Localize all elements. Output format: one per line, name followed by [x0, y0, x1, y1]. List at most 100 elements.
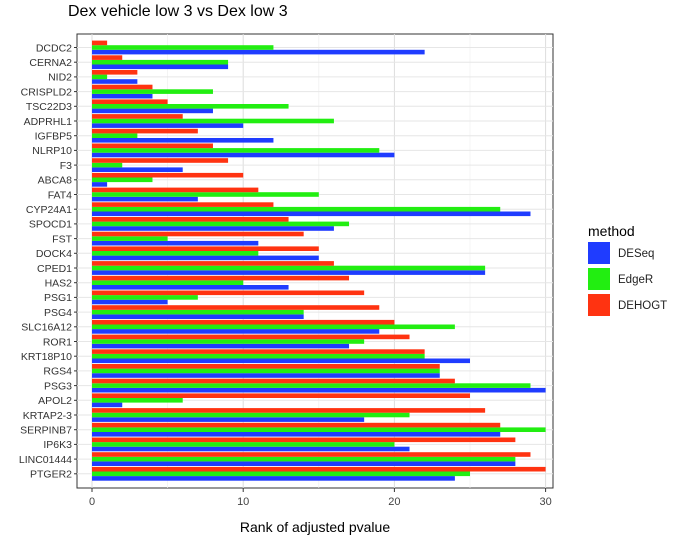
bar-dehogt-psg4	[92, 305, 380, 310]
bar-edger-tsc22d3	[92, 104, 289, 109]
bar-edger-slc16a12	[92, 324, 455, 330]
category-label: SPOCD1	[29, 219, 72, 231]
bar-edger-igfbp5	[92, 133, 138, 138]
bar-deseq-cped1	[92, 270, 486, 275]
bar-edger-cped1	[92, 265, 486, 271]
bar-dehogt-nid2	[92, 70, 138, 75]
bar-deseq-adprhl1	[92, 123, 244, 128]
legend-label-dehogt: DEHOGT	[618, 300, 667, 312]
legend: method DESeq EdgeR DEHOGT	[588, 223, 667, 316]
bar-deseq-cerna2	[92, 64, 229, 70]
category-label: PSG3	[44, 380, 72, 392]
bars	[92, 40, 546, 481]
bar-edger-adprhl1	[92, 118, 334, 124]
bar-edger-krt18p10	[92, 353, 425, 359]
bar-dehogt-linc01444	[92, 452, 531, 457]
bar-edger-fst	[92, 236, 168, 241]
bar-deseq-igfbp5	[92, 138, 274, 143]
bar-dehogt-psg1	[92, 290, 365, 296]
category-label: KRT18P10	[21, 351, 72, 363]
bar-deseq-has2	[92, 285, 289, 290]
bar-deseq-rgs4	[92, 373, 440, 378]
bar-deseq-fst	[92, 240, 259, 246]
category-label: SERPINB7	[20, 425, 72, 437]
category-label: CRISPLD2	[21, 86, 73, 98]
category-label: IGFBP5	[35, 131, 73, 143]
bar-dehogt-igfbp5	[92, 128, 198, 134]
bar-deseq-krt18p10	[92, 358, 470, 364]
bar-deseq-slc16a12	[92, 329, 380, 334]
bar-deseq-fat4	[92, 196, 198, 202]
category-label: TSC22D3	[26, 101, 72, 113]
category-label: CERNA2	[29, 57, 72, 69]
category-label: FAT4	[48, 189, 72, 201]
bar-deseq-abca8	[92, 182, 108, 187]
bar-deseq-serpinb7	[92, 432, 501, 437]
bar-edger-ptger2	[92, 471, 470, 477]
legend-swatch-deseq	[588, 242, 610, 264]
bar-edger-ror1	[92, 339, 365, 344]
bar-deseq-f3	[92, 167, 183, 172]
category-label: ROR1	[43, 336, 72, 348]
bar-deseq-apol2	[92, 402, 123, 408]
category-label: PSG4	[44, 307, 72, 319]
x-tick-labels: 0 10 20 30	[89, 488, 552, 508]
bar-edger-rgs4	[92, 368, 440, 374]
bar-edger-nid2	[92, 74, 108, 80]
bar-dehogt-nlrp10	[92, 143, 213, 149]
bar-edger-dcdc2	[92, 45, 274, 50]
bar-dehogt-has2	[92, 275, 350, 281]
bar-edger-serpinb7	[92, 427, 546, 432]
x-tick-label: 30	[539, 496, 551, 508]
x-tick-label: 0	[89, 496, 95, 508]
bar-deseq-dcdc2	[92, 49, 425, 55]
category-label: ABCA8	[38, 175, 73, 187]
bar-edger-f3	[92, 162, 123, 168]
bar-edger-abca8	[92, 177, 153, 183]
bar-dehogt-crispld2	[92, 84, 153, 90]
category-label: PSG1	[44, 292, 72, 304]
bar-dehogt-serpinb7	[92, 422, 501, 428]
category-label: KRTAP2-3	[23, 410, 72, 422]
bar-edger-cerna2	[92, 59, 229, 65]
bar-deseq-krtap2-3	[92, 417, 365, 422]
x-tick-label: 20	[388, 496, 400, 508]
category-label: IP6K3	[43, 439, 72, 451]
bar-edger-cyp24a1	[92, 206, 501, 212]
bar-dehogt-dock4	[92, 246, 319, 251]
bar-edger-psg1	[92, 295, 198, 300]
category-label: F3	[60, 160, 72, 172]
bar-dehogt-dcdc2	[92, 40, 108, 46]
bar-edger-spocd1	[92, 221, 350, 227]
legend-swatch-dehogt	[588, 294, 610, 316]
category-label: PTGER2	[30, 469, 72, 481]
bar-edger-fat4	[92, 192, 319, 197]
category-label: HAS2	[45, 278, 73, 290]
category-label: DCDC2	[36, 42, 72, 54]
category-label: NID2	[48, 72, 72, 84]
bar-deseq-ip6k3	[92, 446, 410, 452]
bar-dehogt-abca8	[92, 172, 244, 178]
bar-dehogt-ptger2	[92, 466, 546, 472]
bar-edger-crispld2	[92, 89, 213, 94]
legend-title: method	[588, 223, 635, 239]
bar-edger-linc01444	[92, 456, 516, 462]
bar-dehogt-adprhl1	[92, 114, 183, 119]
bar-deseq-tsc22d3	[92, 108, 213, 114]
legend-label-deseq: DESeq	[618, 248, 654, 260]
category-label: ADPRHL1	[24, 116, 73, 128]
bar-dehogt-spocd1	[92, 217, 289, 222]
bar-dehogt-psg3	[92, 378, 455, 384]
bar-deseq-spocd1	[92, 226, 334, 231]
bar-dehogt-cped1	[92, 261, 334, 266]
category-label: FST	[52, 233, 72, 245]
legend-swatch-edger	[588, 268, 610, 290]
category-label: LINC01444	[19, 454, 72, 466]
bar-dehogt-f3	[92, 158, 229, 163]
bar-edger-psg4	[92, 309, 304, 315]
bar-deseq-psg3	[92, 387, 546, 393]
bar-dehogt-ror1	[92, 334, 410, 340]
bar-edger-ip6k3	[92, 442, 395, 447]
category-label: CYP24A1	[26, 204, 72, 216]
